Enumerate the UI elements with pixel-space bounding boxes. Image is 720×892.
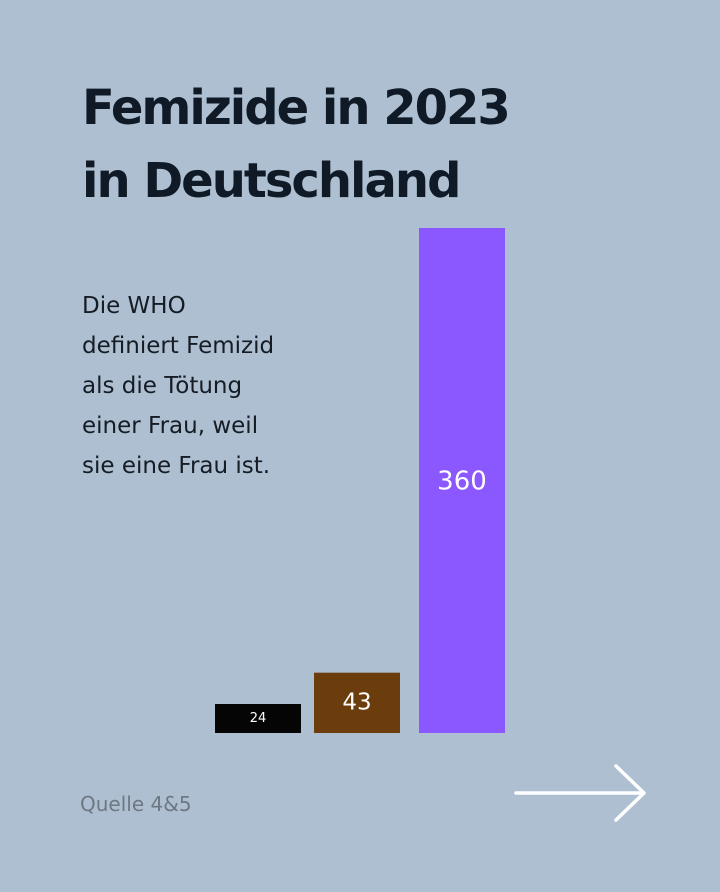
arrowhead bbox=[614, 764, 646, 822]
description-line: einer Frau, weil bbox=[82, 413, 259, 439]
chart-title-line: in Deutschland bbox=[82, 153, 461, 209]
source-label: Quelle 4&5 bbox=[80, 792, 192, 816]
chart-title: Femizide in 2023 in Deutschland bbox=[82, 72, 682, 218]
description-line: definiert Femizid bbox=[82, 333, 275, 359]
bar-43 bbox=[314, 672, 400, 733]
who-definition-text: Die WHO definiert Femizid als die Tötung… bbox=[82, 286, 274, 486]
bar-360 bbox=[419, 228, 505, 733]
arrow-right-icon[interactable] bbox=[512, 762, 652, 826]
description-line: als die Tötung bbox=[82, 373, 243, 399]
bar-24 bbox=[215, 704, 301, 733]
bar-value-label-24: 24 bbox=[250, 711, 267, 726]
bar-value-label-43: 43 bbox=[342, 689, 371, 715]
description-line: sie eine Frau ist. bbox=[82, 453, 271, 479]
chart-title-line: Femizide in 2023 bbox=[82, 80, 511, 136]
description-line: Die WHO bbox=[82, 293, 186, 319]
bar-value-label-360: 360 bbox=[437, 467, 487, 497]
